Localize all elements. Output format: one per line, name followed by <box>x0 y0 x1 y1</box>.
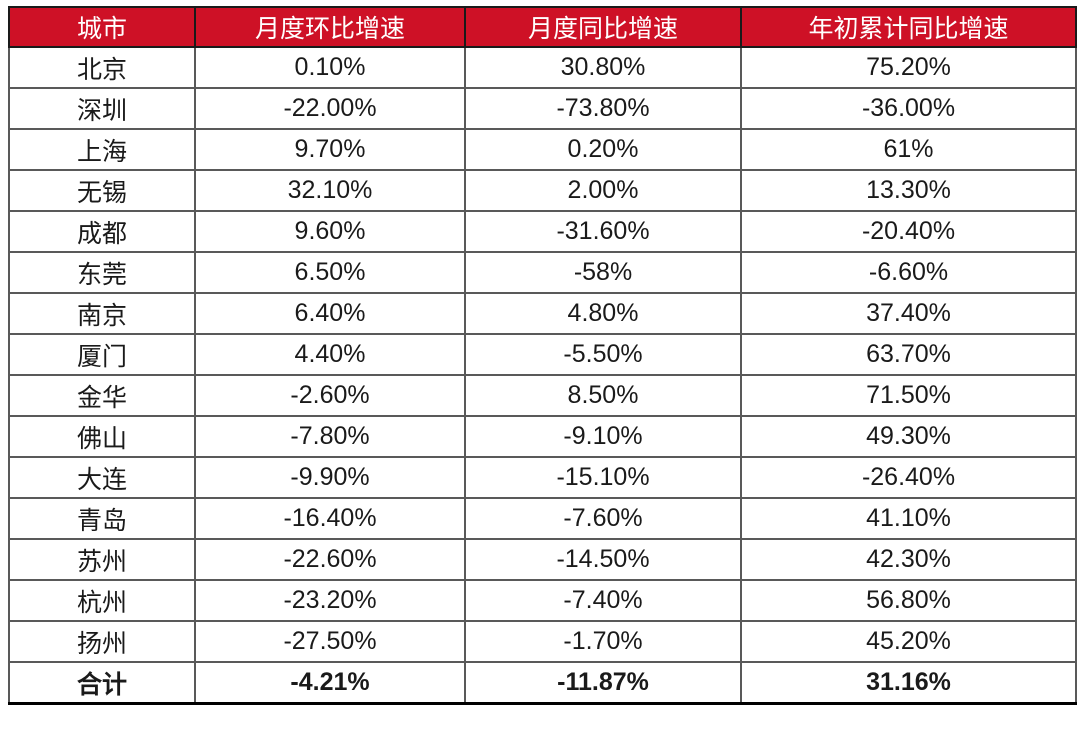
ytd-yoy-growth-cell: 45.20% <box>740 620 1077 663</box>
table-row: 厦门 4.40% -5.50% 63.70% <box>8 333 1077 376</box>
mom-growth-cell: 9.70% <box>194 128 466 171</box>
yoy-growth-cell: -5.50% <box>464 333 742 376</box>
table-row: 无锡 32.10% 2.00% 13.30% <box>8 169 1077 212</box>
city-cell: 扬州 <box>8 620 196 663</box>
ytd-yoy-growth-cell: 71.50% <box>740 374 1077 417</box>
header-yoy-growth: 月度同比增速 <box>464 6 742 48</box>
city-cell: 东莞 <box>8 251 196 294</box>
table-row: 杭州 -23.20% -7.40% 56.80% <box>8 579 1077 622</box>
total-row: 合计 -4.21% -11.87% 31.16% <box>8 661 1077 705</box>
ytd-yoy-growth-cell: 42.30% <box>740 538 1077 581</box>
mom-growth-cell: 0.10% <box>194 46 466 89</box>
yoy-growth-cell: -73.80% <box>464 87 742 130</box>
header-ytd-yoy-growth: 年初累计同比增速 <box>740 6 1077 48</box>
city-cell: 上海 <box>8 128 196 171</box>
mom-growth-cell: -22.60% <box>194 538 466 581</box>
ytd-yoy-growth-cell: -36.00% <box>740 87 1077 130</box>
yoy-growth-cell: -15.10% <box>464 456 742 499</box>
mom-growth-cell: 6.50% <box>194 251 466 294</box>
city-cell: 苏州 <box>8 538 196 581</box>
yoy-growth-cell: -9.10% <box>464 415 742 458</box>
mom-growth-cell: -16.40% <box>194 497 466 540</box>
yoy-growth-cell: -31.60% <box>464 210 742 253</box>
table-row: 扬州 -27.50% -1.70% 45.20% <box>8 620 1077 663</box>
city-cell: 厦门 <box>8 333 196 376</box>
city-cell: 南京 <box>8 292 196 335</box>
mom-growth-cell: 4.40% <box>194 333 466 376</box>
mom-growth-cell: -23.20% <box>194 579 466 622</box>
table-row: 成都 9.60% -31.60% -20.40% <box>8 210 1077 253</box>
header-city: 城市 <box>8 6 196 48</box>
ytd-yoy-growth-cell: -6.60% <box>740 251 1077 294</box>
city-cell: 北京 <box>8 46 196 89</box>
header-row: 城市 月度环比增速 月度同比增速 年初累计同比增速 <box>8 6 1077 48</box>
ytd-yoy-growth-cell: 31.16% <box>740 661 1077 705</box>
city-cell: 青岛 <box>8 497 196 540</box>
table-row: 大连 -9.90% -15.10% -26.40% <box>8 456 1077 499</box>
city-growth-table: 城市 月度环比增速 月度同比增速 年初累计同比增速 北京 0.10% 30.80… <box>8 6 1077 705</box>
mom-growth-cell: -27.50% <box>194 620 466 663</box>
yoy-growth-cell: 0.20% <box>464 128 742 171</box>
yoy-growth-cell: -1.70% <box>464 620 742 663</box>
yoy-growth-cell: -7.60% <box>464 497 742 540</box>
yoy-growth-cell: -58% <box>464 251 742 294</box>
table-row: 金华 -2.60% 8.50% 71.50% <box>8 374 1077 417</box>
mom-growth-cell: 9.60% <box>194 210 466 253</box>
table-row: 上海 9.70% 0.20% 61% <box>8 128 1077 171</box>
yoy-growth-cell: 2.00% <box>464 169 742 212</box>
ytd-yoy-growth-cell: -26.40% <box>740 456 1077 499</box>
yoy-growth-cell: -11.87% <box>464 661 742 705</box>
ytd-yoy-growth-cell: 63.70% <box>740 333 1077 376</box>
ytd-yoy-growth-cell: 61% <box>740 128 1077 171</box>
ytd-yoy-growth-cell: 13.30% <box>740 169 1077 212</box>
city-cell: 杭州 <box>8 579 196 622</box>
ytd-yoy-growth-cell: 37.40% <box>740 292 1077 335</box>
table-row: 佛山 -7.80% -9.10% 49.30% <box>8 415 1077 458</box>
city-cell: 大连 <box>8 456 196 499</box>
ytd-yoy-growth-cell: 41.10% <box>740 497 1077 540</box>
yoy-growth-cell: -7.40% <box>464 579 742 622</box>
city-cell: 金华 <box>8 374 196 417</box>
table-row: 青岛 -16.40% -7.60% 41.10% <box>8 497 1077 540</box>
table-row: 深圳 -22.00% -73.80% -36.00% <box>8 87 1077 130</box>
yoy-growth-cell: 8.50% <box>464 374 742 417</box>
ytd-yoy-growth-cell: 49.30% <box>740 415 1077 458</box>
city-cell: 无锡 <box>8 169 196 212</box>
mom-growth-cell: -9.90% <box>194 456 466 499</box>
mom-growth-cell: -7.80% <box>194 415 466 458</box>
yoy-growth-cell: 30.80% <box>464 46 742 89</box>
mom-growth-cell: -4.21% <box>194 661 466 705</box>
mom-growth-cell: -22.00% <box>194 87 466 130</box>
city-cell: 深圳 <box>8 87 196 130</box>
city-growth-table-container: 城市 月度环比增速 月度同比增速 年初累计同比增速 北京 0.10% 30.80… <box>8 6 1077 705</box>
table-row: 北京 0.10% 30.80% 75.20% <box>8 46 1077 89</box>
table-row: 南京 6.40% 4.80% 37.40% <box>8 292 1077 335</box>
mom-growth-cell: 6.40% <box>194 292 466 335</box>
table-row: 东莞 6.50% -58% -6.60% <box>8 251 1077 294</box>
ytd-yoy-growth-cell: 56.80% <box>740 579 1077 622</box>
ytd-yoy-growth-cell: 75.20% <box>740 46 1077 89</box>
ytd-yoy-growth-cell: -20.40% <box>740 210 1077 253</box>
city-cell: 佛山 <box>8 415 196 458</box>
mom-growth-cell: -2.60% <box>194 374 466 417</box>
header-mom-growth: 月度环比增速 <box>194 6 466 48</box>
city-cell: 成都 <box>8 210 196 253</box>
table-row: 苏州 -22.60% -14.50% 42.30% <box>8 538 1077 581</box>
yoy-growth-cell: -14.50% <box>464 538 742 581</box>
city-cell: 合计 <box>8 661 196 705</box>
yoy-growth-cell: 4.80% <box>464 292 742 335</box>
mom-growth-cell: 32.10% <box>194 169 466 212</box>
